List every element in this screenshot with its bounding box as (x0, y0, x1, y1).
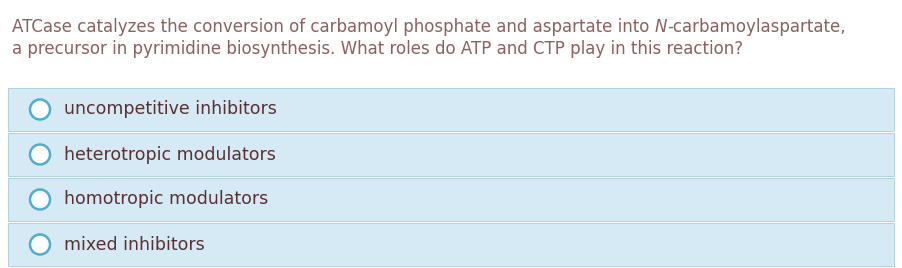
Text: uncompetitive inhibitors: uncompetitive inhibitors (64, 100, 277, 118)
Text: ATCase catalyzes the conversion of carbamoyl phosphate and aspartate into: ATCase catalyzes the conversion of carba… (12, 18, 655, 36)
Text: mixed inhibitors: mixed inhibitors (64, 236, 205, 254)
FancyBboxPatch shape (8, 223, 894, 266)
Text: N: N (655, 18, 667, 36)
Ellipse shape (30, 99, 50, 120)
Ellipse shape (30, 234, 50, 255)
Text: heterotropic modulators: heterotropic modulators (64, 146, 276, 163)
Ellipse shape (30, 189, 50, 210)
Ellipse shape (30, 144, 50, 165)
Text: a precursor in pyrimidine biosynthesis. What roles do ATP and CTP play in this r: a precursor in pyrimidine biosynthesis. … (12, 40, 743, 58)
FancyBboxPatch shape (8, 178, 894, 221)
Text: -carbamoylaspartate,: -carbamoylaspartate, (667, 18, 846, 36)
FancyBboxPatch shape (8, 88, 894, 131)
FancyBboxPatch shape (8, 133, 894, 176)
Text: homotropic modulators: homotropic modulators (64, 191, 268, 209)
